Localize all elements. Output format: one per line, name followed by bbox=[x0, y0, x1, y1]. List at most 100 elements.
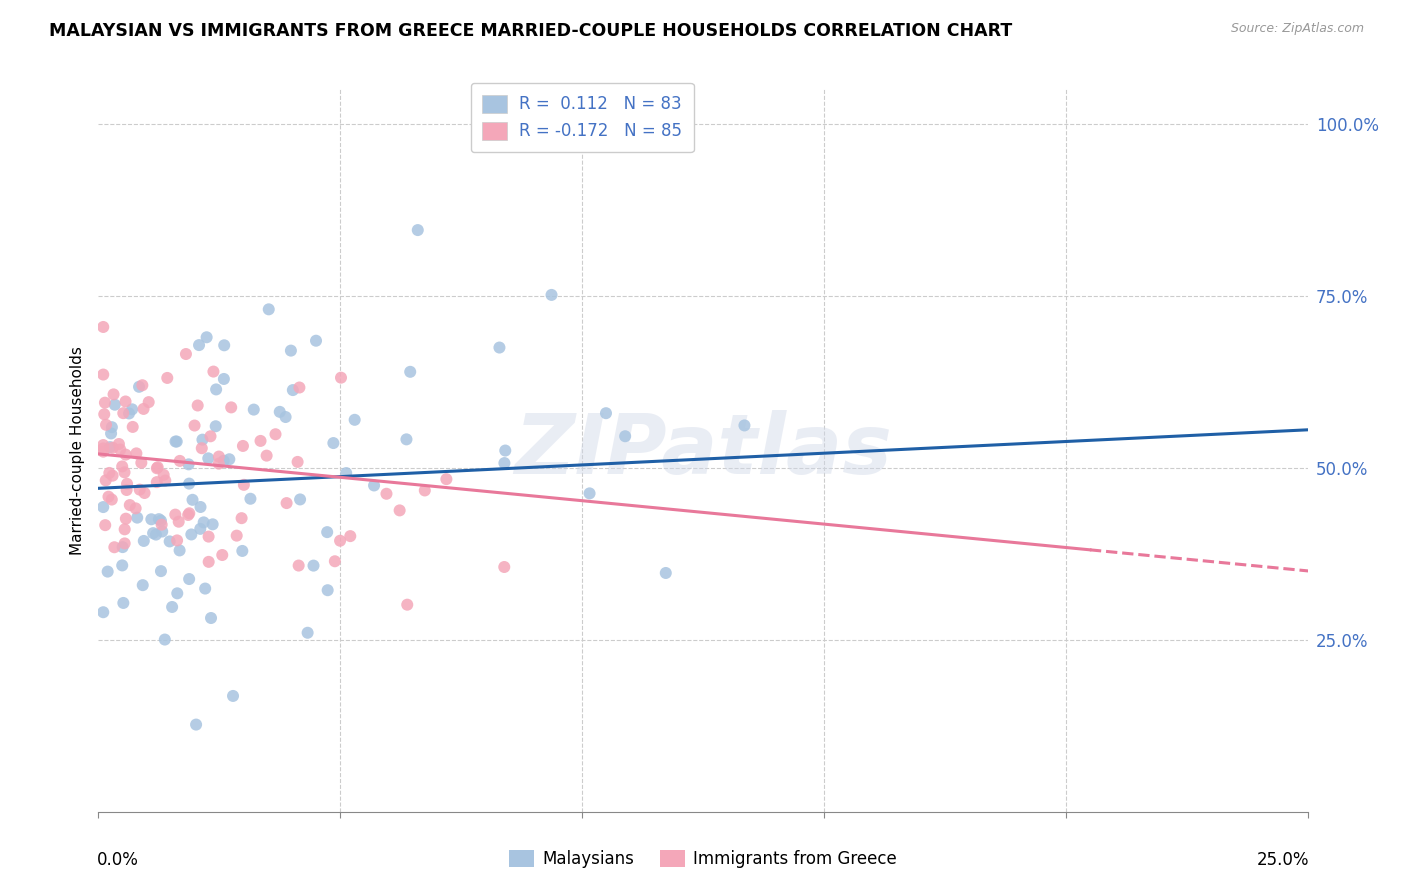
Point bbox=[305, 334, 328, 348]
Point bbox=[160, 599, 183, 614]
Point bbox=[98, 466, 121, 480]
Point bbox=[103, 541, 125, 555]
Point bbox=[329, 533, 352, 548]
Point bbox=[288, 492, 311, 507]
Point bbox=[128, 483, 150, 497]
Point bbox=[132, 533, 155, 548]
Point bbox=[159, 534, 181, 549]
Point bbox=[91, 320, 114, 334]
Point bbox=[100, 492, 122, 507]
Point bbox=[165, 434, 187, 449]
Point bbox=[231, 511, 253, 525]
Point bbox=[165, 508, 187, 522]
Point bbox=[115, 511, 138, 525]
Point bbox=[276, 496, 298, 510]
Point bbox=[166, 434, 188, 449]
Point bbox=[149, 514, 172, 528]
Point bbox=[183, 418, 205, 433]
Point bbox=[146, 460, 169, 475]
Text: Source: ZipAtlas.com: Source: ZipAtlas.com bbox=[1230, 22, 1364, 36]
Point bbox=[396, 598, 419, 612]
Point bbox=[146, 461, 169, 475]
Point bbox=[156, 371, 179, 385]
Point bbox=[101, 441, 124, 455]
Point bbox=[595, 406, 617, 420]
Point bbox=[150, 517, 173, 532]
Point bbox=[155, 474, 177, 488]
Point bbox=[330, 370, 353, 384]
Point bbox=[111, 540, 134, 554]
Point bbox=[179, 506, 201, 520]
Point bbox=[274, 409, 297, 424]
Point bbox=[91, 444, 114, 458]
Point bbox=[264, 427, 287, 442]
Point bbox=[323, 554, 346, 568]
Point bbox=[152, 467, 174, 482]
Point bbox=[316, 525, 339, 540]
Point bbox=[232, 478, 254, 492]
Point bbox=[194, 582, 217, 596]
Point bbox=[146, 475, 169, 489]
Point bbox=[335, 466, 357, 480]
Point bbox=[249, 434, 271, 448]
Point bbox=[93, 407, 115, 421]
Point bbox=[195, 330, 218, 344]
Point bbox=[413, 483, 436, 498]
Point bbox=[179, 572, 201, 586]
Point bbox=[614, 429, 637, 443]
Point bbox=[269, 405, 291, 419]
Point bbox=[166, 586, 188, 600]
Point bbox=[205, 383, 228, 397]
Point bbox=[174, 347, 197, 361]
Point bbox=[191, 433, 214, 447]
Point bbox=[208, 457, 231, 471]
Point bbox=[395, 433, 418, 447]
Point bbox=[91, 605, 114, 619]
Point bbox=[114, 448, 136, 462]
Point bbox=[218, 452, 240, 467]
Point bbox=[127, 510, 149, 524]
Point bbox=[280, 343, 302, 358]
Point bbox=[187, 399, 209, 413]
Text: ZIPatlas: ZIPatlas bbox=[515, 410, 891, 491]
Point bbox=[180, 527, 202, 541]
Point bbox=[202, 365, 225, 379]
Point bbox=[200, 429, 222, 443]
Point bbox=[141, 512, 163, 526]
Point bbox=[288, 380, 311, 394]
Point bbox=[97, 490, 120, 504]
Point bbox=[239, 491, 262, 506]
Point bbox=[191, 441, 214, 455]
Point bbox=[399, 365, 422, 379]
Point bbox=[115, 483, 138, 497]
Point bbox=[297, 625, 319, 640]
Point bbox=[208, 450, 231, 464]
Point bbox=[115, 476, 138, 491]
Point bbox=[148, 512, 170, 526]
Point bbox=[118, 407, 141, 421]
Point bbox=[112, 596, 135, 610]
Y-axis label: Married-couple Households: Married-couple Households bbox=[69, 346, 84, 555]
Point bbox=[132, 578, 155, 592]
Point bbox=[184, 717, 207, 731]
Legend: R =  0.112   N = 83, R = -0.172   N = 85: R = 0.112 N = 83, R = -0.172 N = 85 bbox=[471, 83, 693, 152]
Point bbox=[169, 454, 191, 468]
Point bbox=[733, 418, 755, 433]
Point bbox=[204, 419, 226, 434]
Point bbox=[114, 536, 136, 550]
Point bbox=[231, 544, 253, 558]
Point bbox=[232, 439, 254, 453]
Point bbox=[169, 543, 191, 558]
Point bbox=[281, 383, 304, 397]
Point bbox=[212, 372, 235, 386]
Point bbox=[94, 395, 117, 409]
Point bbox=[181, 492, 204, 507]
Point bbox=[257, 302, 280, 317]
Point bbox=[343, 413, 366, 427]
Point bbox=[540, 288, 562, 302]
Point bbox=[150, 524, 173, 539]
Point bbox=[190, 500, 212, 514]
Point bbox=[104, 398, 127, 412]
Text: 25.0%: 25.0% bbox=[1257, 852, 1309, 870]
Point bbox=[145, 527, 167, 541]
